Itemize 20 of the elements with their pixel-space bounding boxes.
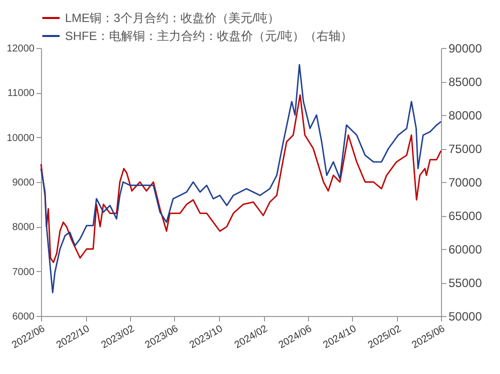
y2-tick-label: 55000 <box>448 276 482 290</box>
legend-label: LME铜：3个月合约：收盘价（美元/吨） <box>65 11 280 25</box>
y2-tick-label: 80000 <box>448 108 482 122</box>
y-tick-label: 10000 <box>6 132 35 144</box>
y2-tick-label: 65000 <box>448 209 482 223</box>
y-tick-label: 12000 <box>6 44 35 54</box>
legend-label: SHFE：电解铜：主力合约：收盘价（元/吨）（右轴） <box>65 29 352 43</box>
y-tick-label: 11000 <box>7 88 35 100</box>
y2-tick-label: 60000 <box>448 242 482 256</box>
y-tick-label: 9000 <box>12 178 35 188</box>
line-series <box>40 94 442 264</box>
y2-tick-label: 75000 <box>448 142 482 156</box>
y2-tick-label: 70000 <box>448 176 482 190</box>
y2-tick-label: 90000 <box>448 42 482 56</box>
line-series <box>40 64 442 294</box>
y-tick-label: 6000 <box>12 312 35 322</box>
y2-tick-label: 85000 <box>448 75 482 89</box>
y-tick-label: 7000 <box>12 266 35 278</box>
y2-tick-label: 50000 <box>448 310 482 324</box>
y-tick-label: 8000 <box>12 222 35 234</box>
